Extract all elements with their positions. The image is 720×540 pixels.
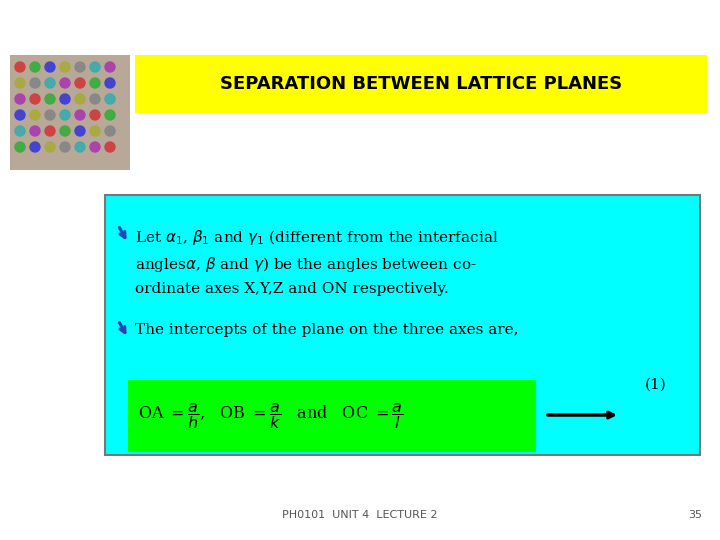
Circle shape (105, 78, 115, 88)
Circle shape (105, 110, 115, 120)
Circle shape (30, 94, 40, 104)
Text: SEPARATION BETWEEN LATTICE PLANES: SEPARATION BETWEEN LATTICE PLANES (220, 75, 622, 93)
Text: Let $\alpha_1$, $\beta_1$ and $\gamma_1$ (different from the interfacial: Let $\alpha_1$, $\beta_1$ and $\gamma_1$… (135, 228, 499, 247)
Circle shape (90, 142, 100, 152)
Bar (10, 55, 130, 170)
Circle shape (30, 126, 40, 136)
Circle shape (60, 94, 70, 104)
Circle shape (90, 94, 100, 104)
Circle shape (60, 142, 70, 152)
Text: OA $=\dfrac{a}{h}$,   OB $=\dfrac{a}{k}$   and   OC $=\dfrac{a}{l}$: OA $=\dfrac{a}{h}$, OB $=\dfrac{a}{k}$ a… (138, 401, 404, 431)
Text: angles$\alpha$, $\beta$ and $\gamma$) be the angles between co-: angles$\alpha$, $\beta$ and $\gamma$) be… (135, 255, 477, 274)
Circle shape (45, 110, 55, 120)
Circle shape (30, 62, 40, 72)
Circle shape (75, 94, 85, 104)
Text: (1): (1) (645, 378, 667, 392)
Circle shape (90, 110, 100, 120)
Bar (128, 380, 536, 452)
Circle shape (15, 94, 25, 104)
Circle shape (75, 78, 85, 88)
Circle shape (30, 110, 40, 120)
Circle shape (15, 110, 25, 120)
Text: PH0101  UNIT 4  LECTURE 2: PH0101 UNIT 4 LECTURE 2 (282, 510, 438, 520)
Circle shape (45, 78, 55, 88)
Circle shape (45, 62, 55, 72)
Circle shape (15, 62, 25, 72)
Circle shape (15, 142, 25, 152)
Circle shape (45, 126, 55, 136)
Circle shape (30, 78, 40, 88)
Circle shape (90, 78, 100, 88)
Circle shape (90, 126, 100, 136)
Circle shape (60, 110, 70, 120)
Bar (105, 195, 700, 455)
Circle shape (75, 126, 85, 136)
Circle shape (15, 78, 25, 88)
Circle shape (75, 142, 85, 152)
Circle shape (75, 62, 85, 72)
Circle shape (15, 126, 25, 136)
Circle shape (105, 126, 115, 136)
Circle shape (60, 62, 70, 72)
Circle shape (105, 142, 115, 152)
Text: ordinate axes X,Y,Z and ON respectively.: ordinate axes X,Y,Z and ON respectively. (135, 282, 449, 296)
Circle shape (45, 142, 55, 152)
Circle shape (105, 94, 115, 104)
Circle shape (30, 142, 40, 152)
Circle shape (60, 126, 70, 136)
Circle shape (45, 94, 55, 104)
Circle shape (60, 78, 70, 88)
Circle shape (75, 110, 85, 120)
Bar (135, 55, 707, 113)
Text: 35: 35 (688, 510, 702, 520)
Circle shape (105, 62, 115, 72)
Text: The intercepts of the plane on the three axes are,: The intercepts of the plane on the three… (135, 323, 518, 337)
Circle shape (90, 62, 100, 72)
